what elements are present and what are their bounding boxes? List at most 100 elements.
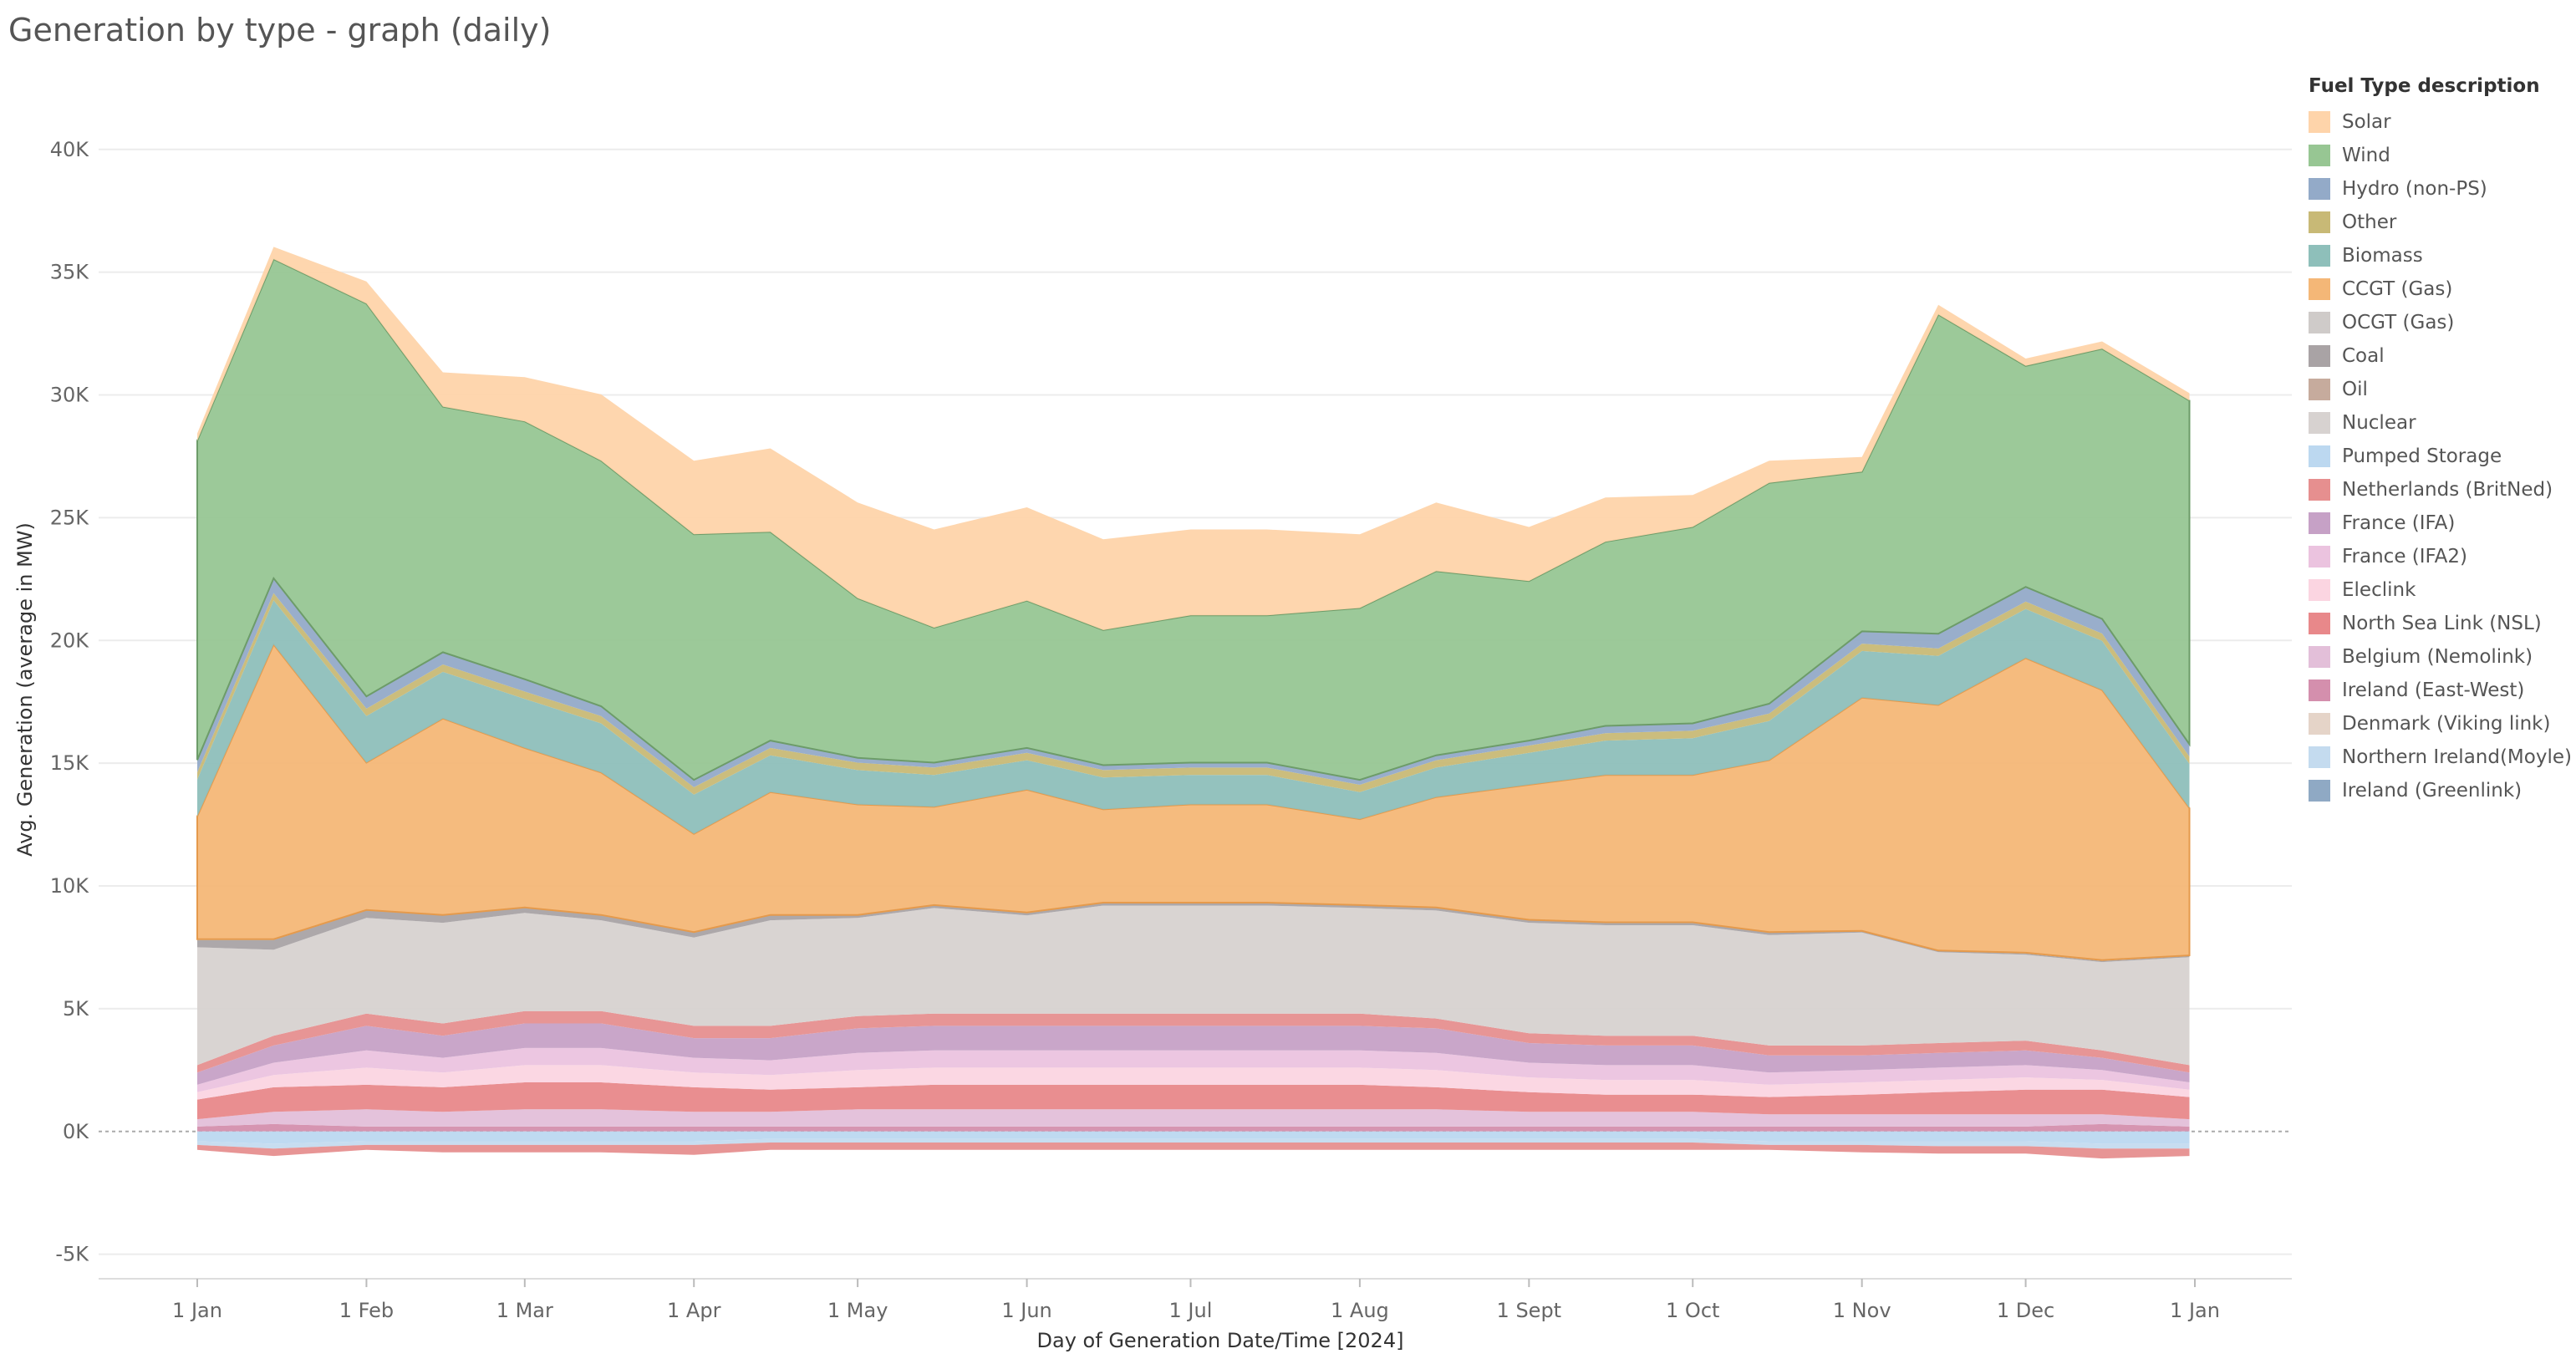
legend-swatch bbox=[2309, 746, 2330, 768]
legend-swatch bbox=[2309, 479, 2330, 501]
legend-label: CCGT (Gas) bbox=[2342, 278, 2453, 300]
x-tick-label: 1 Jun bbox=[1001, 1299, 1051, 1322]
legend-swatch bbox=[2309, 546, 2330, 567]
area-biomass bbox=[197, 600, 2190, 834]
legend-item[interactable]: France (IFA) bbox=[2309, 506, 2568, 540]
legend-swatch bbox=[2309, 445, 2330, 467]
legend-label: Solar bbox=[2342, 111, 2391, 133]
area-layer bbox=[196, 247, 2191, 1159]
legend-swatch bbox=[2309, 780, 2330, 802]
x-tick-label: 1 Jan bbox=[2170, 1299, 2220, 1322]
chart-svg: -5K 0K 5K 10K 15K 20K 25K 30K 35K 40K 1 Jan 1 Feb 1 … bbox=[13, 138, 2292, 1352]
legend-swatch bbox=[2309, 178, 2330, 200]
x-tick-label: 1 Jul bbox=[1169, 1299, 1213, 1322]
y-tick-label: 40K bbox=[50, 138, 90, 161]
legend-item[interactable]: Pumped Storage bbox=[2309, 440, 2568, 473]
legend-item[interactable]: Other bbox=[2309, 206, 2568, 239]
x-tick-label: 1 Aug bbox=[1331, 1299, 1389, 1322]
area-france-ifa2 bbox=[197, 1047, 2190, 1092]
legend-swatch bbox=[2309, 245, 2330, 267]
legend-item[interactable]: CCGT (Gas) bbox=[2309, 272, 2568, 306]
legend-swatch bbox=[2309, 145, 2330, 166]
x-tick-label: 1 Mar bbox=[496, 1299, 553, 1322]
area-pumped-storage-import bbox=[197, 1131, 2190, 1144]
y-tick-label: -5K bbox=[55, 1243, 89, 1266]
legend-item[interactable]: Biomass bbox=[2309, 239, 2568, 272]
x-tick-label: 1 Oct bbox=[1666, 1299, 1719, 1322]
y-tick-label: 30K bbox=[50, 384, 90, 407]
x-tick-label: 1 Jan bbox=[172, 1299, 222, 1322]
legend-label: Other bbox=[2342, 211, 2397, 233]
y-axis-title: Avg. Generation (average in MW) bbox=[13, 522, 37, 857]
legend-item[interactable]: Belgium (Nemolink) bbox=[2309, 640, 2568, 674]
chart-title: Generation by type - graph (daily) bbox=[8, 12, 552, 48]
y-tick-label: 10K bbox=[50, 874, 90, 898]
axis-layer: -5K 0K 5K 10K 15K 20K 25K 30K 35K 40K 1 Jan 1 Feb 1 … bbox=[13, 138, 2292, 1352]
x-tick-label: 1 Apr bbox=[667, 1299, 721, 1322]
area-ireland-east-west bbox=[197, 1123, 2190, 1132]
legend-swatch bbox=[2309, 646, 2330, 668]
legend-item[interactable]: Ireland (Greenlink) bbox=[2309, 774, 2568, 807]
legend-label: Nuclear bbox=[2342, 412, 2416, 434]
x-axis-title: Day of Generation Date/Time [2024] bbox=[1037, 1329, 1404, 1352]
legend-label: Belgium (Nemolink) bbox=[2342, 646, 2533, 668]
legend-label: North Sea Link (NSL) bbox=[2342, 613, 2542, 634]
legend-label: France (IFA2) bbox=[2342, 546, 2468, 567]
legend-item[interactable]: Oil bbox=[2309, 373, 2568, 406]
y-tick-label: 0K bbox=[63, 1120, 89, 1143]
legend-label: Coal bbox=[2342, 345, 2385, 367]
legend-item[interactable]: Ireland (East-West) bbox=[2309, 674, 2568, 707]
legend-swatch bbox=[2309, 412, 2330, 434]
legend-label: Denmark (Viking link) bbox=[2342, 713, 2551, 735]
legend-item[interactable]: Netherlands (BritNed) bbox=[2309, 473, 2568, 506]
y-tick-label: 35K bbox=[50, 261, 90, 284]
legend-item[interactable]: Wind bbox=[2309, 139, 2568, 172]
legend-label: OCGT (Gas) bbox=[2342, 312, 2455, 333]
legend-item[interactable]: OCGT (Gas) bbox=[2309, 306, 2568, 339]
y-tick-label: 20K bbox=[50, 629, 90, 652]
legend-item[interactable]: France (IFA2) bbox=[2309, 540, 2568, 573]
x-tick-label: 1 Nov bbox=[1833, 1299, 1891, 1322]
legend-item[interactable]: Nuclear bbox=[2309, 406, 2568, 440]
legend-item[interactable]: Eleclink bbox=[2309, 573, 2568, 607]
legend-title: Fuel Type description bbox=[2309, 75, 2540, 97]
legend-swatch bbox=[2309, 713, 2330, 735]
legend-label: Ireland (East-West) bbox=[2342, 679, 2525, 701]
area-france-ifa bbox=[197, 1023, 2190, 1085]
legend-items: Solar Wind Hydro (non-PS) Other Biomass CCGT … bbox=[2309, 105, 2572, 807]
legend-item[interactable]: Hydro (non-PS) bbox=[2309, 172, 2568, 206]
area-netherlands-britned bbox=[197, 1010, 2190, 1073]
area-belgium-nemolink bbox=[197, 1109, 2190, 1127]
legend-item[interactable]: Coal bbox=[2309, 339, 2568, 373]
legend-label: Wind bbox=[2342, 145, 2390, 166]
area-north-sea-link-nsl bbox=[197, 1082, 2190, 1120]
legend-item[interactable]: Northern Ireland(Moyle) bbox=[2309, 741, 2572, 774]
legend-label: France (IFA) bbox=[2342, 512, 2456, 534]
legend-swatch bbox=[2309, 379, 2330, 400]
legend-label: Oil bbox=[2342, 379, 2368, 400]
legend-swatch bbox=[2309, 512, 2330, 534]
legend-label: Biomass bbox=[2342, 245, 2423, 267]
legend-swatch bbox=[2309, 679, 2330, 701]
legend-swatch bbox=[2309, 345, 2330, 367]
x-tick-label: 1 May bbox=[827, 1299, 888, 1322]
area-eleclink bbox=[197, 1065, 2190, 1100]
legend-item[interactable]: Denmark (Viking link) bbox=[2309, 707, 2568, 741]
y-tick-label: 15K bbox=[50, 751, 90, 775]
area-solar bbox=[197, 247, 2190, 630]
legend-swatch bbox=[2309, 312, 2330, 333]
y-tick-label: 5K bbox=[63, 997, 89, 1020]
legend-swatch bbox=[2309, 579, 2330, 601]
legend-label: Eleclink bbox=[2342, 579, 2416, 601]
area-northern-ireland-moyle-import bbox=[197, 1138, 2190, 1149]
y-tick-label: 25K bbox=[50, 506, 90, 529]
legend-item[interactable]: North Sea Link (NSL) bbox=[2309, 607, 2568, 640]
legend-swatch bbox=[2309, 211, 2330, 233]
legend: Fuel Type description Solar Wind Hydro (no… bbox=[2309, 75, 2572, 807]
legend-item[interactable]: Solar bbox=[2309, 105, 2568, 139]
x-tick-label: 1 Sept bbox=[1497, 1299, 1562, 1322]
legend-swatch bbox=[2309, 111, 2330, 133]
legend-swatch bbox=[2309, 613, 2330, 634]
x-tick-label: 1 Dec bbox=[1997, 1299, 2054, 1322]
legend-swatch bbox=[2309, 278, 2330, 300]
